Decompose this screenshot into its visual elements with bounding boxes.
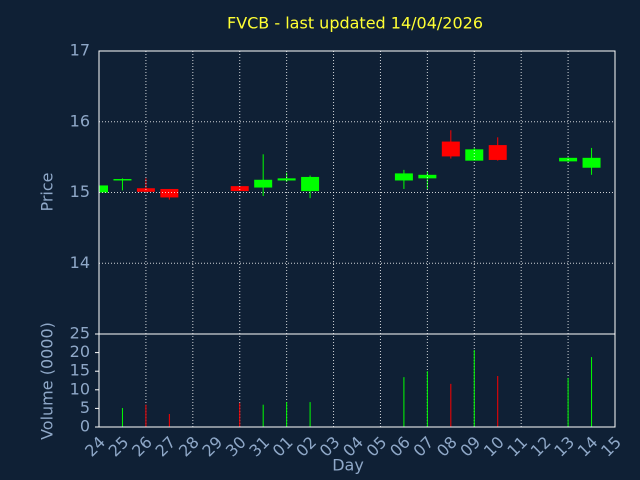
- y-axis-label: Price: [38, 172, 57, 211]
- candle-body: [465, 149, 484, 161]
- axes: 1415161705101520252425262728293031010203…: [70, 41, 625, 461]
- candle-body: [99, 185, 108, 193]
- candle-body: [582, 157, 601, 168]
- candle-body: [113, 179, 132, 181]
- volume-tick-label: 25: [70, 324, 90, 343]
- candle-body: [394, 173, 413, 181]
- candle-body: [488, 145, 507, 160]
- candle-body: [277, 178, 296, 181]
- y-tick-label: 17: [70, 41, 90, 60]
- candle-body: [301, 176, 320, 192]
- volume-tick-label: 20: [70, 342, 90, 361]
- volume-frame: [98, 333, 616, 428]
- y-tick-label: 15: [70, 182, 90, 201]
- candle-body: [160, 188, 179, 198]
- chart-title: FVCB - last updated 14/04/2026: [227, 14, 483, 33]
- volume-tick-label: 10: [70, 379, 90, 398]
- volume-tick-label: 5: [80, 398, 90, 417]
- y-tick-label: 16: [70, 111, 90, 130]
- candle-body: [254, 179, 273, 188]
- candle-body: [418, 174, 437, 179]
- x-axis-label: Day: [332, 456, 364, 475]
- y-tick-label: 14: [70, 253, 90, 272]
- candle-body: [230, 186, 249, 192]
- volume-tick-label: 0: [80, 417, 90, 436]
- candle-body: [441, 141, 460, 157]
- candle-body: [136, 188, 155, 192]
- volume-axis-label: Volume (0000): [38, 322, 57, 440]
- volume-tick-label: 15: [70, 361, 90, 380]
